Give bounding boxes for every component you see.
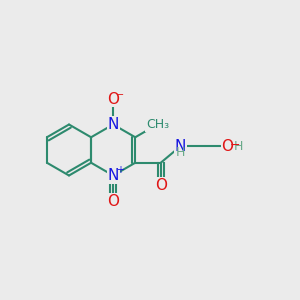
Text: −: −: [116, 89, 124, 100]
Text: H: H: [234, 140, 244, 153]
Text: O: O: [221, 139, 233, 154]
Text: CH₃: CH₃: [146, 118, 169, 131]
Text: −: −: [230, 139, 240, 152]
Text: O: O: [107, 92, 119, 106]
Text: N: N: [107, 117, 119, 132]
Text: O: O: [155, 178, 167, 193]
Text: +: +: [116, 165, 124, 175]
Text: N: N: [175, 139, 186, 154]
Text: H: H: [176, 146, 186, 160]
Text: O: O: [107, 194, 119, 208]
Text: N: N: [107, 168, 119, 183]
